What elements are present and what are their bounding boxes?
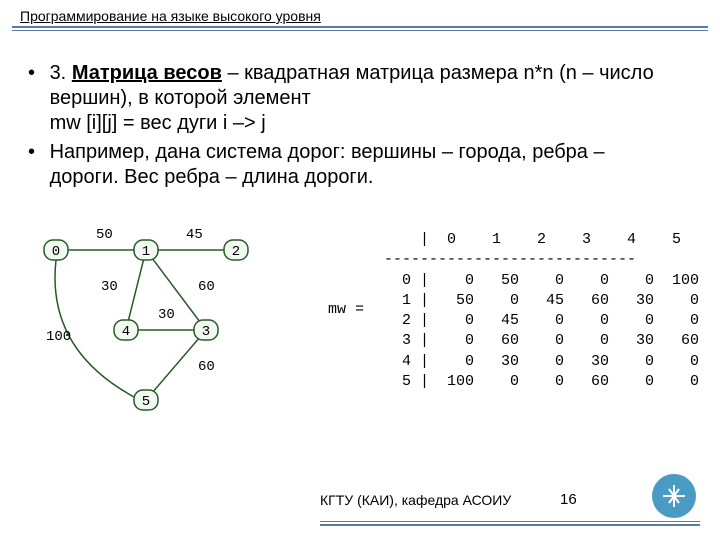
footer: КГТУ (КАИ), кафедра АСОИУ 16 xyxy=(0,521,720,526)
footer-rule-thick xyxy=(320,524,700,526)
svg-text:30: 30 xyxy=(101,279,118,295)
bullet-2: • Например, дана система дорог: вершины … xyxy=(28,140,692,190)
bullet1-lead: 3. xyxy=(50,62,72,84)
header-rule-thick xyxy=(12,26,708,28)
weight-matrix: mw = | 0 1 2 3 4 5 ---------------------… xyxy=(328,230,382,311)
content-area: • 3. Матрица весов – квадратная матрица … xyxy=(0,31,720,430)
svg-text:1: 1 xyxy=(142,244,150,260)
svg-text:2: 2 xyxy=(232,244,240,260)
bullet2-text: Например, дана система дорог: вершины – … xyxy=(50,140,670,190)
figure-area: 504510030606030012345 mw = | 0 1 2 3 4 5… xyxy=(28,210,692,430)
svg-text:45: 45 xyxy=(186,227,203,243)
graph-diagram: 504510030606030012345 xyxy=(38,210,288,420)
footer-org: КГТУ (КАИ), кафедра АСОИУ xyxy=(320,492,511,508)
footer-rule-thin xyxy=(320,521,700,522)
svg-text:30: 30 xyxy=(158,307,175,323)
svg-text:60: 60 xyxy=(198,359,215,375)
svg-text:0: 0 xyxy=(52,244,60,260)
page-number: 16 xyxy=(560,491,577,508)
bullet1-code: mw [i][j] = вес дуги i –> j xyxy=(50,112,266,134)
svg-text:5: 5 xyxy=(142,394,150,410)
svg-text:100: 100 xyxy=(46,329,71,345)
slide-header: Программирование на языке высокого уровн… xyxy=(0,0,720,26)
bullet1-term: Матрица весов xyxy=(72,62,222,84)
plane-logo xyxy=(652,474,696,518)
svg-text:3: 3 xyxy=(202,324,210,340)
svg-text:4: 4 xyxy=(122,324,130,340)
svg-text:50: 50 xyxy=(96,227,113,243)
matrix-grid: | 0 1 2 3 4 5 --------------------------… xyxy=(384,230,699,392)
svg-text:60: 60 xyxy=(198,279,215,295)
bullet-1: • 3. Матрица весов – квадратная матрица … xyxy=(28,61,692,136)
mw-label: mw = xyxy=(328,300,364,320)
